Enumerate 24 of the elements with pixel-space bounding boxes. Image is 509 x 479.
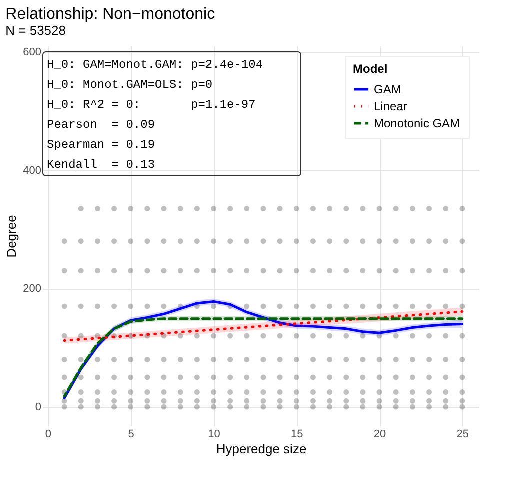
x-tick-label: 20 (374, 428, 386, 440)
legend-label: GAM (374, 82, 402, 96)
annotation: Spearman = 0.19 (47, 138, 156, 152)
annotation: H_0: Monot.GAM=OLS: p=0 (47, 78, 213, 92)
x-tick-label: 5 (128, 428, 134, 440)
annotation: H_0: R^2 = 0: p=1.1e-97 (47, 98, 256, 112)
y-tick-label: 400 (23, 164, 42, 177)
legend-label: Linear (374, 100, 408, 114)
chart-subtitle: N = 53528 (6, 22, 66, 38)
y-axis-title: Degree (4, 215, 20, 258)
annotation: Pearson = 0.09 (47, 118, 156, 132)
annotation: Kendall = 0.13 (47, 158, 156, 172)
chart-title: Relationship: Non−monotonic (6, 6, 216, 23)
legend-label: Monotonic GAM (374, 116, 460, 130)
y-tick-label: 600 (23, 46, 42, 58)
y-tick-label: 200 (23, 283, 42, 296)
x-tick-label: 15 (291, 428, 304, 440)
y-tick-label: 0 (35, 402, 42, 414)
x-axis-title: Hyperedge size (216, 442, 307, 456)
x-tick-label: 25 (456, 428, 470, 440)
legend-title: Model (353, 62, 388, 76)
x-tick-label: 0 (45, 428, 52, 440)
annotation: H_0: GAM=Monot.GAM: p=2.4e-104 (47, 58, 264, 72)
x-tick-label: 10 (208, 428, 220, 440)
